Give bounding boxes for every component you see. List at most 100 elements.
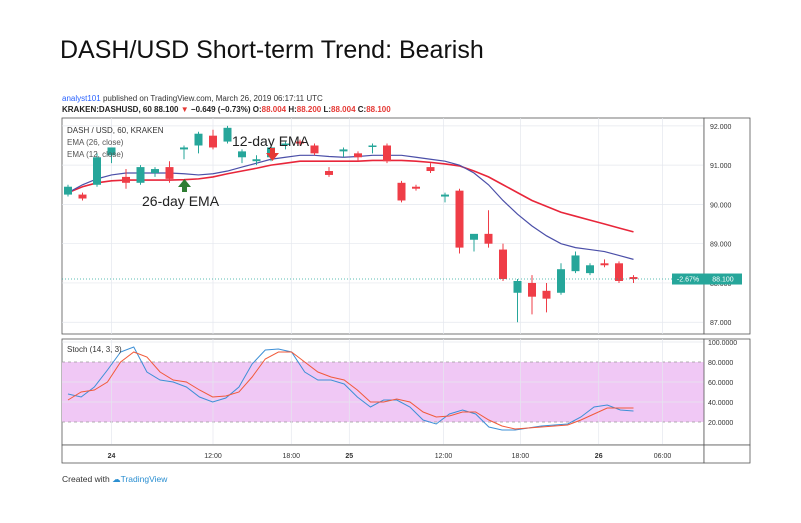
stoch-d-line	[67, 351, 634, 430]
candle-body	[325, 171, 333, 175]
published-line: analyst101 published on TradingView.com,…	[62, 94, 323, 103]
candle-body	[151, 169, 159, 173]
price-tag-price: 88.100	[712, 277, 734, 284]
candle-body	[557, 269, 565, 293]
time-tick-label: 06:00	[654, 453, 672, 460]
candle-body	[296, 141, 304, 144]
time-tick-label: 25	[345, 453, 353, 460]
ohlc-low-label: L:	[323, 105, 332, 114]
candle-body	[310, 145, 319, 154]
candle-body	[93, 157, 101, 185]
candle-body	[586, 265, 594, 274]
annotation-26-day-ema: 26-day EMA	[142, 193, 220, 209]
candle-body	[441, 194, 449, 197]
arrow-up-icon	[178, 179, 191, 192]
candle-body	[383, 145, 391, 162]
stoch-tick-label: 40.0000	[708, 400, 733, 407]
price-tag-change-bg	[672, 273, 704, 285]
ema12-line	[67, 154, 634, 260]
axis-corner	[703, 444, 751, 464]
price-tag: -2.67% 88.100	[672, 273, 742, 285]
candle-body	[180, 147, 188, 150]
ohlc-price: 88.100	[154, 105, 179, 114]
time-axis[interactable]	[61, 444, 705, 464]
footer-brand[interactable]: TradingView	[120, 474, 168, 484]
price-tick-label: 91.000	[710, 163, 732, 170]
price-grid	[62, 118, 704, 334]
legend-ema26: EMA (26, close)	[67, 138, 124, 147]
candle-body	[542, 290, 551, 299]
stoch-tick-label: 80.0000	[708, 360, 733, 367]
published-text: published on TradingView.com, March 26, …	[102, 94, 323, 103]
candle-body	[412, 186, 420, 189]
price-axis[interactable]	[703, 117, 751, 335]
candle-body	[499, 249, 507, 280]
ema-lines	[67, 154, 634, 260]
time-tick-label: 12:00	[435, 453, 453, 460]
page-title: DASH/USD Short-term Trend: Bearish	[60, 36, 484, 64]
stoch-axis[interactable]	[703, 338, 751, 446]
candles	[64, 125, 638, 323]
candle-body	[354, 153, 362, 158]
candle-body	[252, 159, 261, 162]
candle-body	[209, 135, 217, 148]
ohlc-open: 88.004	[261, 105, 287, 114]
price-tick-label: 90.000	[710, 202, 732, 209]
ohlc-symbol: KRAKEN:DASHUSD, 60	[62, 105, 152, 114]
ohlc-high: 88.200	[296, 105, 322, 114]
candle-body	[194, 133, 203, 146]
candle-body	[78, 194, 87, 199]
stoch-lines	[67, 346, 634, 431]
ohlc-close: 88.100	[366, 105, 391, 114]
legend-ema12: EMA (12, close)	[67, 150, 124, 159]
candle-body	[455, 190, 464, 248]
candle-body	[368, 145, 377, 147]
candle-body	[122, 176, 130, 183]
ohlc-low: 88.004	[331, 105, 356, 114]
ema26-line	[67, 159, 634, 233]
candle-body	[281, 143, 290, 146]
candle-body	[615, 263, 623, 281]
price-tick-label: 89.000	[710, 242, 732, 249]
candle-body	[470, 233, 478, 240]
stoch-tick-label: 100.0000	[708, 340, 737, 347]
time-tick-label: 18:00	[283, 453, 301, 460]
candle-body	[339, 149, 348, 152]
footer-created: Created with	[62, 474, 110, 484]
time-tick-label: 18:00	[512, 453, 530, 460]
time-tick-label: 24	[108, 453, 116, 460]
candle-body	[223, 127, 232, 142]
stoch-grid	[62, 339, 704, 445]
stoch-band	[62, 362, 704, 422]
candle-body	[64, 186, 72, 195]
candle-body	[528, 282, 536, 297]
footer: Created with ☁TradingView	[62, 474, 167, 485]
candle-body	[397, 182, 406, 201]
price-tag-change: -2.67%	[677, 277, 699, 284]
ohlc-high-label: H:	[288, 105, 297, 114]
candle-body	[513, 280, 522, 293]
candle-body	[426, 167, 435, 172]
candle-body	[484, 233, 493, 244]
legend-symbol: DASH / USD, 60, KRAKEN	[67, 126, 164, 135]
ohlc-line: KRAKEN:DASHUSD, 60 88.100 ▼ −0.649 (−0.7…	[62, 105, 391, 114]
stoch-k-line	[67, 346, 634, 431]
stoch-tick-label: 20.0000	[708, 420, 733, 427]
time-axis-ticks: 24 12:00 18:00 25 12:00 18:00 26 06:00	[108, 453, 672, 460]
candle-body	[238, 151, 246, 158]
tradingview-logo-icon: ☁	[112, 474, 121, 484]
annotation-12-day-ema: 12-day EMA	[232, 133, 310, 149]
candle-body	[136, 167, 145, 183]
ohlc-open-label: O:	[252, 105, 262, 114]
candle-body	[629, 277, 638, 280]
arrow-down-icon	[266, 148, 279, 161]
time-tick-label: 12:00	[204, 453, 222, 460]
candle-body	[107, 147, 116, 156]
candle-body	[571, 255, 580, 272]
price-tick-label: 87.000	[710, 320, 732, 327]
stoch-axis-ticks: 100.0000 80.0000 60.0000 40.0000 20.0000	[708, 340, 737, 427]
stoch-label: Stoch (14, 3, 3)	[67, 345, 122, 354]
time-tick-label: 26	[595, 453, 603, 460]
publisher-user[interactable]: analyst101	[62, 94, 101, 103]
